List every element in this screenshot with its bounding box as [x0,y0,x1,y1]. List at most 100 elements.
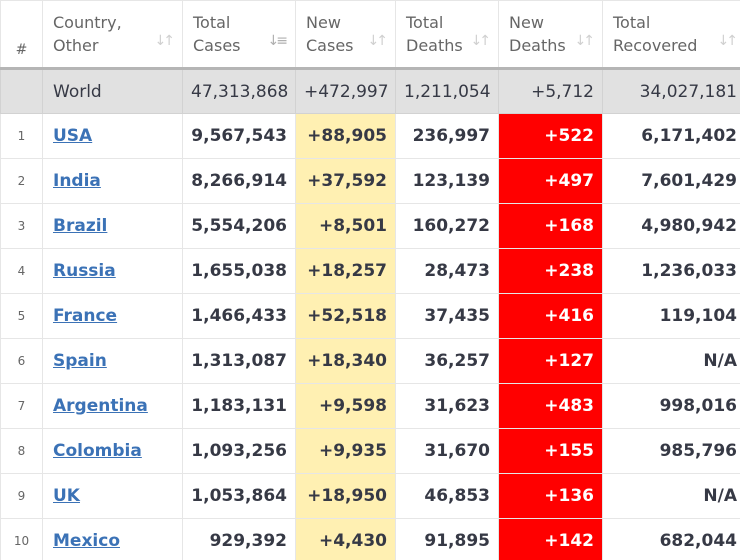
row-rank: 5 [0,293,43,339]
total-recovered-header-line1: Total [613,13,651,32]
new-cases-cell: +4,430 [295,518,396,560]
table-row: 1 USA 9,567,543 +88,905 236,997 +522 6,171,402 [0,113,740,159]
total-cases-header[interactable]: Total Cases ↓≡ [182,0,296,70]
country-link[interactable]: Mexico [53,531,120,551]
row-rank: 2 [0,158,43,204]
sort-icon: ↓↑ [717,33,739,49]
country-link[interactable]: UK [53,486,80,506]
new-deaths-cell: +497 [498,158,603,204]
country-link[interactable]: France [53,306,118,326]
country-header-line1: Country, [53,13,122,32]
table-row: 5 France 1,466,433 +52,518 37,435 +416 119,104 [0,293,740,339]
total-cases-cell: 9,567,543 [182,113,296,159]
world-total-recovered: 34,027,181 [602,68,740,114]
row-rank: 10 [0,518,43,560]
new-deaths-header[interactable]: New Deaths ↓↑ [498,0,603,70]
country-cell: Brazil [42,203,183,249]
country-link[interactable]: Brazil [53,216,108,236]
total-recovered-header-line2: Recovered [613,36,698,55]
new-deaths-cell: +136 [498,473,603,519]
new-cases-cell: +52,518 [295,293,396,339]
table-row: 8 Colombia 1,093,256 +9,935 31,670 +155 985,79… [0,428,740,474]
total-deaths-cell: 31,670 [395,428,499,474]
country-link[interactable]: Argentina [53,396,148,416]
new-deaths-cell: +522 [498,113,603,159]
country-header[interactable]: Country, Other ↓↑ [42,0,183,70]
table-row: 10 Mexico 929,392 +4,430 91,895 +142 682,044 [0,518,740,560]
new-cases-cell: +18,257 [295,248,396,294]
country-header-line2: Other [53,36,99,55]
row-rank: 1 [0,113,43,159]
country-link[interactable]: USA [53,126,93,146]
total-recovered-cell: 985,796 [602,428,740,474]
total-deaths-cell: 31,623 [395,383,499,429]
rank-header-label: # [15,41,28,58]
new-cases-header[interactable]: New Cases ↓↑ [295,0,396,70]
total-recovered-cell: N/A [602,338,740,384]
total-cases-cell: 1,313,087 [182,338,296,384]
total-deaths-header-line1: Total [406,13,444,32]
new-deaths-cell: +155 [498,428,603,474]
new-deaths-header-line1: New [509,13,544,32]
total-recovered-header[interactable]: Total Recovered ↓↑ [602,0,740,70]
new-deaths-cell: +168 [498,203,603,249]
sort-descending-icon: ↓≡ [267,33,289,49]
new-cases-header-line1: New [306,13,341,32]
total-recovered-cell: N/A [602,473,740,519]
sort-icon: ↓↑ [367,33,389,49]
world-rank [0,68,43,114]
row-rank: 6 [0,338,43,384]
new-deaths-header-line2: Deaths [509,36,566,55]
world-total-deaths: 1,211,054 [395,68,499,114]
country-link[interactable]: Russia [53,261,116,281]
country-link[interactable]: Spain [53,351,107,371]
total-cases-cell: 8,266,914 [182,158,296,204]
country-cell: India [42,158,183,204]
new-deaths-cell: +142 [498,518,603,560]
table-row: 9 UK 1,053,864 +18,950 46,853 +136 N/A [0,473,740,519]
country-link[interactable]: Colombia [53,441,142,461]
total-cases-cell: 1,655,038 [182,248,296,294]
total-deaths-cell: 36,257 [395,338,499,384]
new-deaths-cell: +127 [498,338,603,384]
country-cell: UK [42,473,183,519]
total-deaths-cell: 123,139 [395,158,499,204]
total-cases-header-line2: Cases [193,36,241,55]
total-deaths-cell: 236,997 [395,113,499,159]
total-recovered-cell: 682,044 [602,518,740,560]
new-deaths-cell: +238 [498,248,603,294]
country-cell: Colombia [42,428,183,474]
country-cell: Spain [42,338,183,384]
new-cases-cell: +8,501 [295,203,396,249]
rank-header[interactable]: # [0,0,43,70]
country-cell: Argentina [42,383,183,429]
world-new-deaths: +5,712 [498,68,603,114]
total-deaths-cell: 160,272 [395,203,499,249]
country-link[interactable]: India [53,171,101,191]
total-deaths-cell: 37,435 [395,293,499,339]
world-new-cases: +472,997 [295,68,396,114]
row-rank: 9 [0,473,43,519]
total-recovered-cell: 119,104 [602,293,740,339]
world-total-cases: 47,313,868 [182,68,296,114]
header-row: # Country, Other ↓↑ Total Cases ↓≡ New [0,0,740,70]
sort-icon: ↓↑ [574,33,596,49]
table-row: 2 India 8,266,914 +37,592 123,139 +497 7,601,4… [0,158,740,204]
total-deaths-cell: 91,895 [395,518,499,560]
new-cases-cell: +88,905 [295,113,396,159]
total-recovered-cell: 1,236,033 [602,248,740,294]
sort-icon: ↓↑ [154,33,176,49]
total-cases-cell: 929,392 [182,518,296,560]
country-cell: Mexico [42,518,183,560]
total-deaths-cell: 46,853 [395,473,499,519]
new-cases-cell: +9,598 [295,383,396,429]
total-deaths-header[interactable]: Total Deaths ↓↑ [395,0,499,70]
new-cases-cell: +9,935 [295,428,396,474]
table-row: 4 Russia 1,655,038 +18,257 28,473 +238 1,236,0… [0,248,740,294]
row-rank: 7 [0,383,43,429]
total-cases-cell: 1,466,433 [182,293,296,339]
table-row: 3 Brazil 5,554,206 +8,501 160,272 +168 4,980,9… [0,203,740,249]
total-deaths-cell: 28,473 [395,248,499,294]
new-cases-cell: +18,340 [295,338,396,384]
